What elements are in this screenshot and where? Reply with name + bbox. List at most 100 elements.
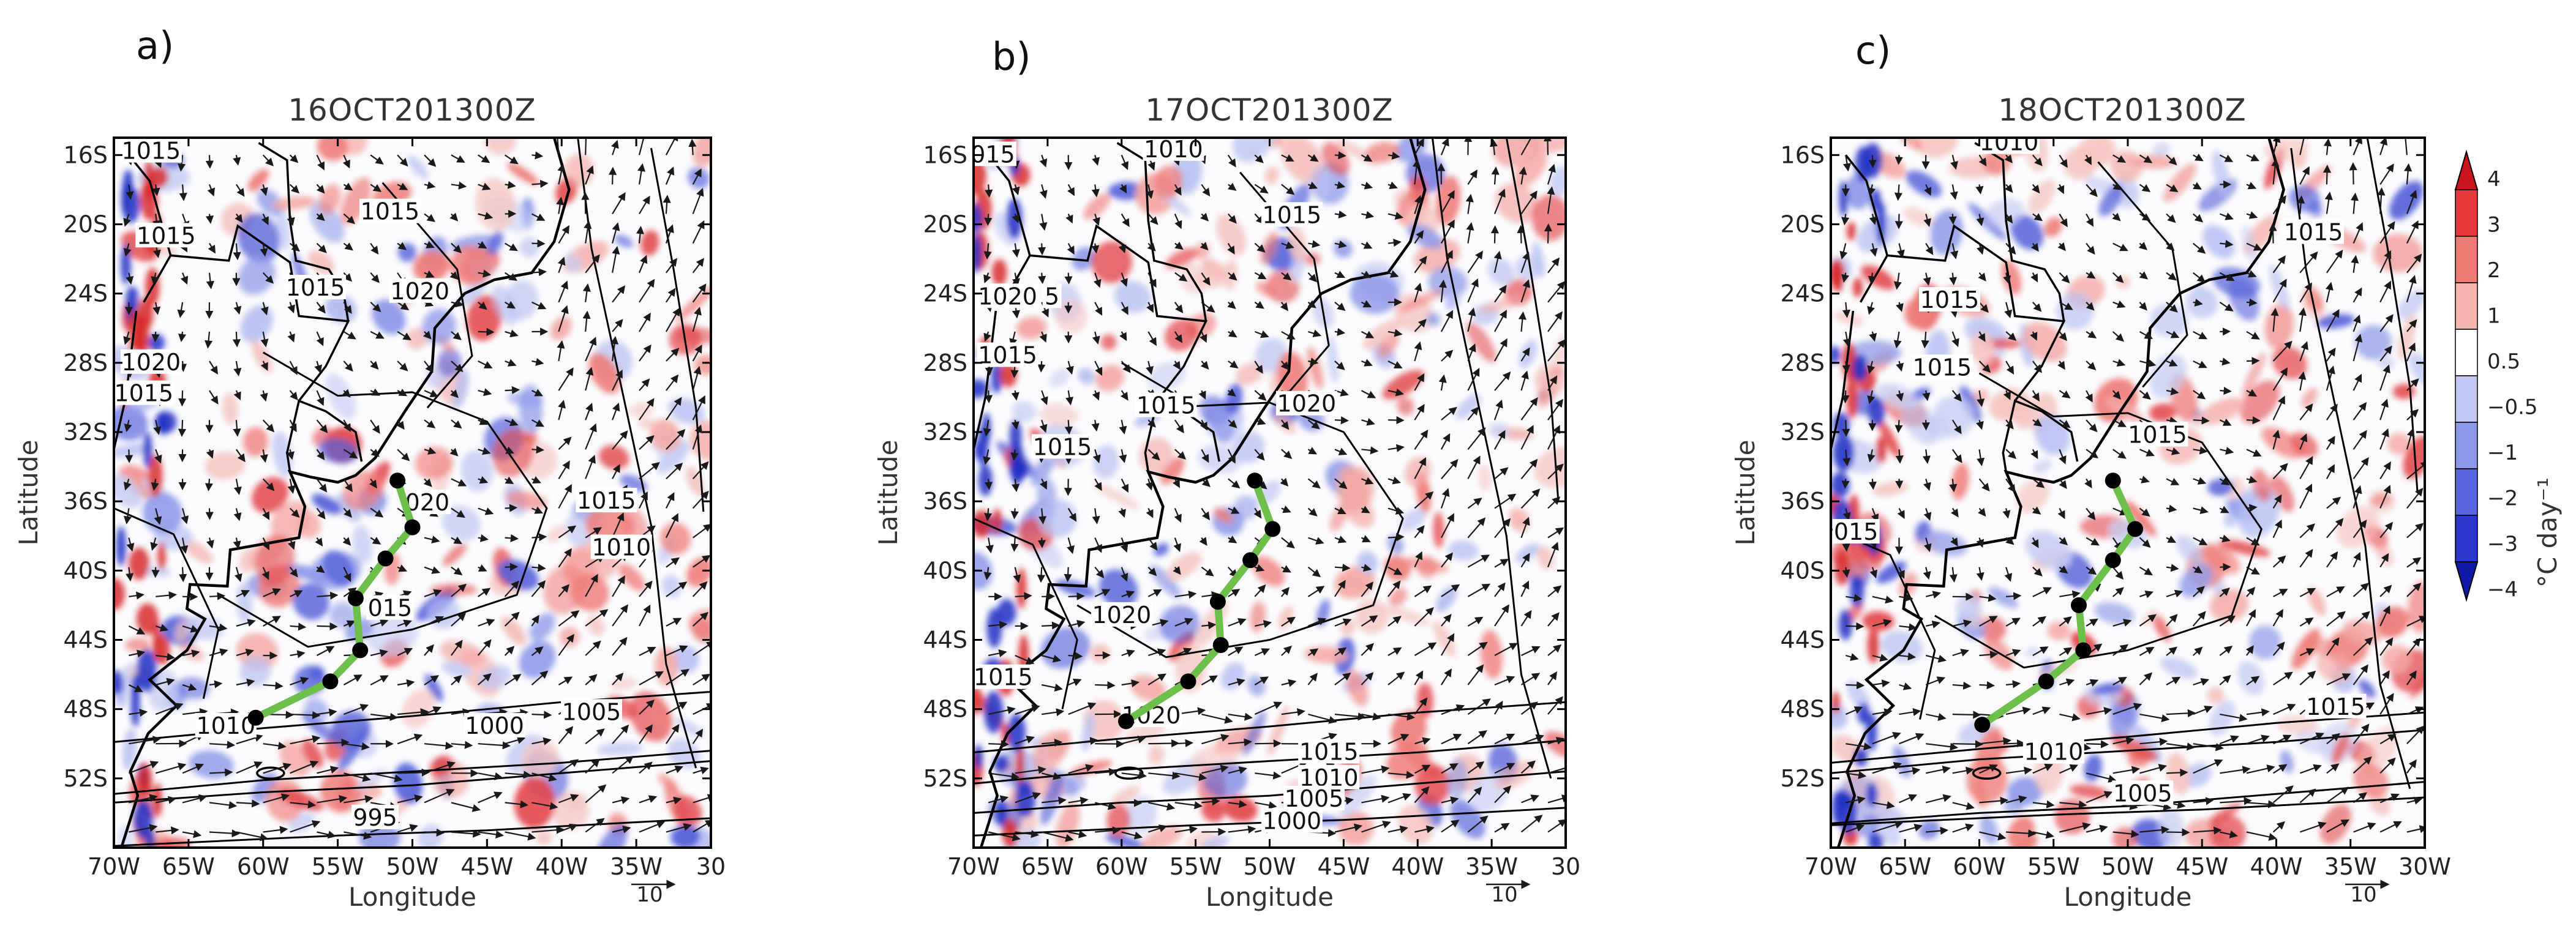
wind-vector: [1254, 154, 1264, 163]
wind-vector: [155, 624, 169, 632]
wind-vector: [1308, 537, 1324, 545]
wind-vector: [1201, 566, 1214, 577]
wind-vector: [531, 614, 539, 627]
wind-vector: [290, 590, 303, 598]
wind-vector: [1201, 797, 1220, 806]
wind-vector: [289, 419, 297, 433]
wind-vector: [233, 479, 242, 495]
wind-vector: [126, 272, 134, 285]
wind-vector: [666, 796, 682, 805]
wind-vector: [558, 548, 572, 568]
wind-vector: [451, 331, 462, 340]
wind-vector: [343, 567, 351, 582]
wind-vector: [1255, 620, 1272, 629]
wind-vector: [1895, 479, 1904, 489]
wind-vector: [1307, 419, 1320, 430]
wind-vector: [585, 758, 600, 774]
wind-vector: [1307, 447, 1318, 455]
wind-vector: [505, 771, 532, 779]
colorbar-segment: [2455, 236, 2478, 283]
wind-vector: [290, 820, 321, 833]
wind-vector: [1094, 566, 1105, 578]
wind-vector: [397, 679, 415, 687]
isobar-labels: 1015 1015 1015 1015 1020 1020 1015 020 1015 1010 0…: [114, 138, 652, 831]
wind-vector: [985, 184, 993, 198]
lon-tick-label: 40W: [1391, 853, 1444, 880]
isobar-label: 1015: [2128, 422, 2187, 449]
wind-vector: [150, 537, 159, 551]
wind-vector: [343, 360, 353, 372]
wind-vector: [262, 419, 275, 433]
wind-vector: [531, 564, 546, 572]
isobar: [1431, 138, 1552, 779]
wind-vector: [129, 591, 145, 600]
wind-vector: [1067, 184, 1075, 196]
colorbar-tick-label: 1: [2487, 304, 2501, 328]
track-point: [2105, 472, 2121, 489]
wind-vector: [124, 419, 132, 433]
wind-vector: [1307, 300, 1316, 308]
wind-vector: [1121, 478, 1128, 493]
wind-vector: [692, 611, 709, 627]
wind-vector: [180, 537, 189, 554]
wind-vector: [639, 398, 655, 420]
wind-vector: [666, 823, 692, 833]
wind-vector: [1227, 243, 1235, 255]
wind-vector: [983, 420, 991, 437]
isobar-label-box: [285, 275, 347, 300]
wind-vector: [290, 711, 321, 720]
wind-vector: [344, 704, 369, 715]
lon-tick-label: 40W: [2250, 853, 2303, 880]
wind-vector: [263, 741, 287, 750]
wind-vector: [477, 673, 492, 685]
wind-vector: [666, 668, 690, 685]
wind-vector: [1281, 241, 1294, 249]
wind-vector: [505, 272, 518, 281]
isobar-label: 1015: [1262, 201, 1321, 228]
wind-vector: [126, 537, 135, 552]
wind-vector: [206, 449, 214, 459]
wind-vector: [1361, 535, 1371, 543]
reference-vector-label: 10: [636, 883, 663, 907]
lat-tick-label: 48S: [923, 696, 967, 723]
wind-vector: [1254, 564, 1265, 572]
wind-vector: [287, 449, 295, 460]
wind-vector: [289, 154, 299, 163]
wind-vector: [1174, 302, 1184, 313]
wind-vector: [558, 436, 572, 450]
track-point: [1212, 637, 1229, 653]
wind-vector: [692, 728, 704, 744]
wind-vector: [1334, 301, 1346, 311]
wind-vector: [639, 604, 651, 627]
wind-vector: [370, 301, 381, 313]
wind-vector: [1201, 675, 1219, 685]
wind-vector: [343, 419, 351, 432]
lat-tick-label: 52S: [64, 765, 108, 792]
wind-vector: [1147, 272, 1157, 288]
y-axis-label: Latitude: [1730, 440, 1760, 546]
colorbar-segment: [2455, 468, 2478, 516]
track-point: [347, 590, 364, 607]
wind-vector: [236, 590, 250, 597]
wind-vector: [1228, 825, 1256, 834]
wind-vector: [1361, 181, 1373, 190]
wind-vector: [1147, 242, 1156, 252]
wind-vector: [585, 367, 594, 391]
wind-vector: [233, 155, 241, 166]
wind-vector: [665, 224, 674, 244]
wind-vector: [1334, 536, 1347, 543]
wind-vector: [343, 182, 353, 191]
lat-tick-label: 44S: [923, 627, 967, 654]
isobar-label: 5: [1045, 283, 1059, 310]
wind-vector: [638, 138, 648, 155]
wind-vector: [558, 483, 572, 509]
wind-vector: [585, 818, 605, 833]
isobar-label: 1015: [114, 380, 173, 407]
wind-vector: [1307, 673, 1318, 685]
lat-tick-label: 52S: [1781, 765, 1825, 792]
wind-vector: [693, 794, 711, 804]
wind-vector: [504, 611, 520, 627]
wind-vector: [424, 181, 436, 190]
wind-vector: [181, 508, 189, 524]
track-point: [247, 709, 264, 726]
